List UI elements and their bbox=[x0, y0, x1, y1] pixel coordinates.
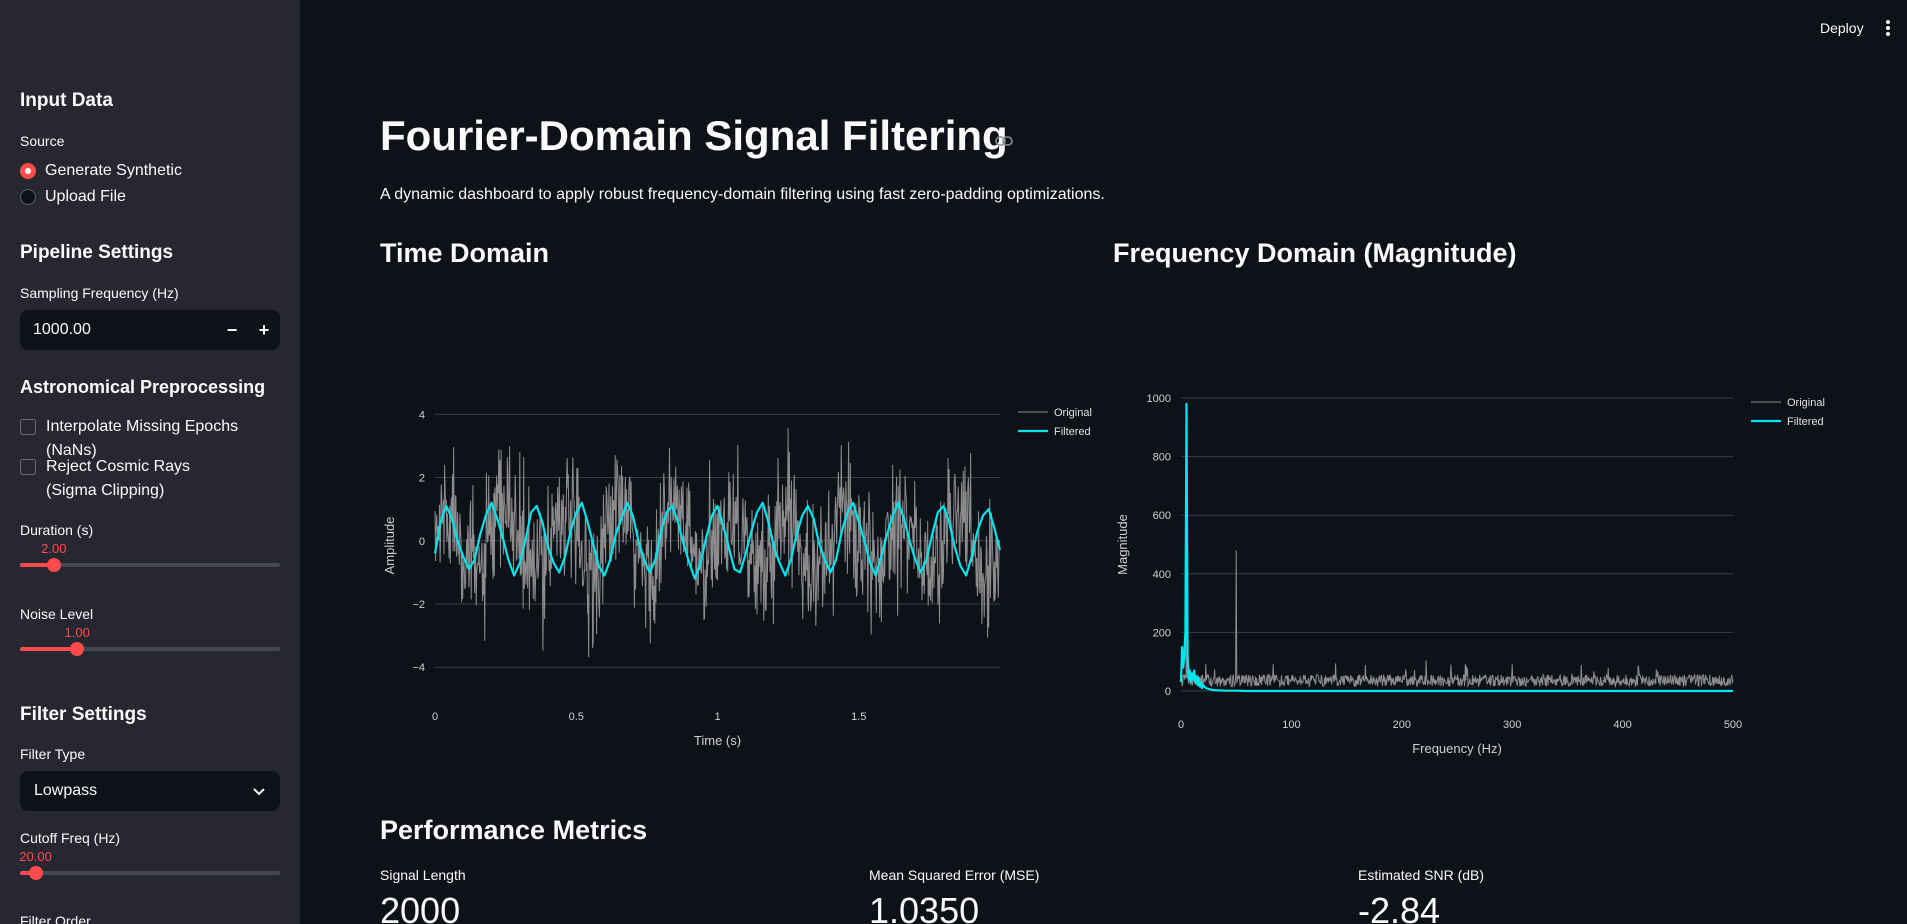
checkbox-label: Interpolate Missing Epochs (NaNs) bbox=[46, 418, 239, 459]
y-tick-label: −4 bbox=[412, 662, 425, 674]
source-label: Source bbox=[20, 133, 65, 149]
y-tick-label: 800 bbox=[1153, 452, 1171, 464]
y-tick-label: −2 bbox=[412, 599, 425, 611]
filter-type-label: Filter Type bbox=[20, 746, 86, 762]
radio-generate-synthetic[interactable]: Generate Synthetic bbox=[20, 162, 182, 180]
time-domain-heading: Time Domain bbox=[380, 238, 550, 268]
filter-order-label: Filter Order bbox=[20, 913, 91, 924]
metric-value-snr: -2.84 bbox=[1358, 890, 1441, 924]
y-tick-label: 400 bbox=[1153, 569, 1171, 581]
deploy-button[interactable]: Deploy bbox=[1820, 20, 1864, 36]
slider-thumb[interactable] bbox=[70, 642, 85, 656]
frequency-domain-chart: 0 200 400 600 800 1000 0 100 200 300 400 500 Frequen… bbox=[1115, 393, 1825, 756]
radio-unselected-icon bbox=[20, 189, 36, 205]
radio-upload-file[interactable]: Upload File bbox=[20, 188, 126, 206]
slider-fill bbox=[20, 871, 36, 875]
y-axis-label: Amplitude bbox=[382, 517, 397, 575]
slider-track[interactable] bbox=[20, 871, 280, 875]
x-tick-label: 0 bbox=[432, 711, 438, 723]
y-tick-label: 1000 bbox=[1147, 393, 1171, 405]
x-tick-label: 200 bbox=[1393, 719, 1411, 731]
x-tick-label: 400 bbox=[1613, 719, 1631, 731]
slider-thumb[interactable] bbox=[28, 866, 43, 880]
legend-label: Filtered bbox=[1787, 416, 1824, 428]
metric-label-snr: Estimated SNR (dB) bbox=[1358, 867, 1485, 883]
radio-selected-icon bbox=[20, 163, 36, 179]
checkbox-icon[interactable] bbox=[20, 459, 36, 475]
reject-cosmic-rays-checkbox[interactable]: Reject Cosmic Rays (Sigma Clipping) bbox=[20, 455, 240, 503]
legend-label: Filtered bbox=[1054, 426, 1091, 438]
chevron-down-icon bbox=[253, 788, 265, 796]
noise-level-value: 1.00 bbox=[64, 625, 90, 640]
astronomical-preprocessing-heading: Astronomical Preprocessing bbox=[20, 377, 266, 397]
frequency-domain-heading: Frequency Domain (Magnitude) bbox=[1113, 238, 1517, 268]
decrement-button[interactable]: − bbox=[226, 319, 238, 340]
x-tick-label: 0.5 bbox=[569, 711, 584, 723]
duration-value: 2.00 bbox=[41, 541, 67, 556]
interpolate-nans-checkbox[interactable]: Interpolate Missing Epochs (NaNs) bbox=[20, 415, 290, 463]
filter-settings-heading: Filter Settings bbox=[20, 704, 147, 725]
input-data-heading: Input Data bbox=[20, 90, 113, 111]
legend-label: Original bbox=[1787, 397, 1825, 409]
filter-type-select[interactable]: Lowpass bbox=[20, 771, 280, 811]
main-menu-icon[interactable] bbox=[1880, 18, 1896, 38]
slider-track[interactable] bbox=[20, 563, 280, 567]
legend-label: Original bbox=[1054, 407, 1092, 419]
slider-fill bbox=[20, 563, 54, 567]
slider-track[interactable] bbox=[20, 647, 280, 651]
y-axis-label: Magnitude bbox=[1115, 514, 1130, 575]
x-axis-label: Frequency (Hz) bbox=[1412, 741, 1502, 756]
slider-thumb[interactable] bbox=[46, 558, 61, 572]
noise-level-slider[interactable]: 1.00 bbox=[20, 625, 280, 656]
x-tick-label: 300 bbox=[1503, 719, 1521, 731]
metric-value-signal-length: 2000 bbox=[380, 890, 461, 924]
checkbox-icon[interactable] bbox=[20, 419, 36, 435]
page-title: Fourier-Domain Signal Filtering bbox=[380, 112, 1008, 159]
increment-button[interactable]: + bbox=[258, 319, 270, 340]
sampling-frequency-value[interactable]: 1000.00 bbox=[33, 321, 91, 338]
metric-label-mse: Mean Squared Error (MSE) bbox=[869, 867, 1040, 883]
sidebar: Input Data Source Generate Synthetic Upl… bbox=[0, 0, 300, 924]
x-tick-label: 1 bbox=[714, 711, 720, 723]
performance-metrics-heading: Performance Metrics bbox=[380, 815, 648, 845]
duration-label: Duration (s) bbox=[20, 522, 94, 538]
radio-label: Generate Synthetic bbox=[45, 162, 182, 179]
sampling-frequency-input[interactable]: 1000.00 − + bbox=[20, 310, 280, 350]
x-tick-label: 1.5 bbox=[851, 711, 866, 723]
y-tick-label: 0 bbox=[419, 536, 425, 548]
metric-label-signal-length: Signal Length bbox=[380, 867, 466, 883]
pipeline-settings-heading: Pipeline Settings bbox=[20, 242, 174, 263]
radio-label: Upload File bbox=[45, 188, 126, 205]
filter-type-value: Lowpass bbox=[34, 782, 98, 799]
series-filtered-line bbox=[1179, 402, 1733, 693]
x-tick-label: 500 bbox=[1724, 719, 1742, 731]
duration-slider[interactable]: 2.00 bbox=[20, 541, 280, 572]
metric-value-mse: 1.0350 bbox=[869, 890, 980, 924]
cutoff-freq-value: 20.00 bbox=[19, 849, 52, 864]
y-tick-label: 0 bbox=[1165, 686, 1171, 698]
link-icon[interactable] bbox=[995, 134, 1013, 148]
time-domain-chart: 4 2 0 −2 −4 0 0.5 1 1.5 Time (s) Amplitude Original… bbox=[382, 407, 1092, 748]
y-tick-label: 4 bbox=[419, 409, 425, 421]
checkbox-label: Reject Cosmic Rays (Sigma Clipping) bbox=[46, 458, 191, 499]
cutoff-freq-label: Cutoff Freq (Hz) bbox=[20, 830, 121, 846]
y-tick-label: 200 bbox=[1153, 627, 1171, 639]
y-tick-label: 2 bbox=[419, 473, 425, 485]
page-subtitle: A dynamic dashboard to apply robust freq… bbox=[380, 186, 1105, 203]
noise-level-label: Noise Level bbox=[20, 606, 94, 622]
sampling-frequency-label: Sampling Frequency (Hz) bbox=[20, 285, 179, 301]
x-axis-label: Time (s) bbox=[694, 733, 741, 748]
slider-fill bbox=[20, 647, 78, 651]
x-tick-label: 100 bbox=[1282, 719, 1300, 731]
y-tick-label: 600 bbox=[1153, 510, 1171, 522]
series-filtered-line bbox=[433, 501, 1002, 580]
cutoff-freq-slider[interactable]: 20.00 bbox=[19, 849, 280, 880]
x-tick-label: 0 bbox=[1178, 719, 1184, 731]
series-original-line bbox=[1180, 403, 1734, 689]
series-original-line bbox=[434, 428, 1000, 658]
